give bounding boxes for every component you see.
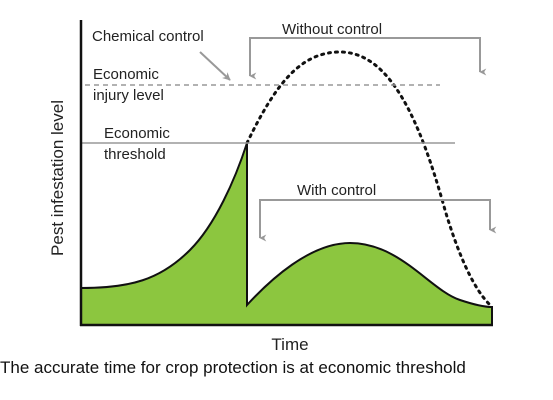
chemical-control-arrow <box>199 51 231 81</box>
threshold-line-2: threshold <box>104 146 166 163</box>
y-axis-label: Pest infestation level <box>48 100 67 256</box>
pest-area <box>80 142 493 326</box>
without-control-bracket <box>249 37 487 80</box>
injury-level-line-2: injury level <box>93 87 164 104</box>
threshold-line-1: Economic <box>104 125 170 142</box>
caption: The accurate time for crop protection is… <box>0 358 466 377</box>
with-control-bracket <box>259 199 497 242</box>
injury-level-line-1: Economic <box>93 66 159 83</box>
chemical-control-label: Chemical control <box>92 28 204 45</box>
x-axis-label: Time <box>271 335 308 354</box>
without-control-label: Without control <box>282 21 382 38</box>
injury-level-label: Economic injury level <box>93 66 164 104</box>
with-control-label: With control <box>297 182 376 199</box>
threshold-label: Economic threshold <box>104 125 170 163</box>
